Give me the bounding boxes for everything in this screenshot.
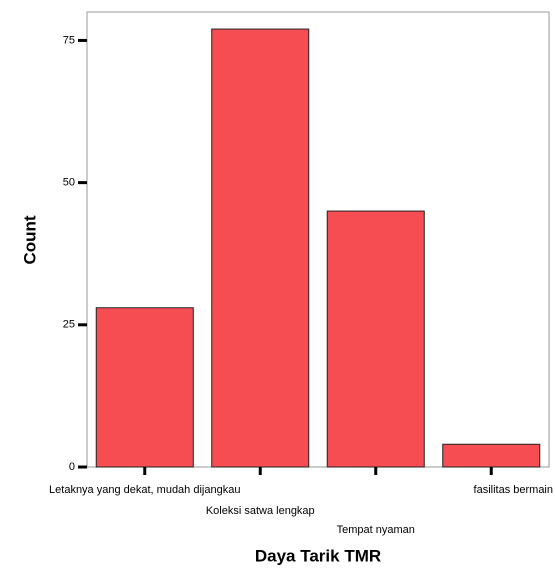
bar: [326, 210, 425, 468]
plot-frame: [86, 11, 550, 468]
bar: [95, 307, 194, 468]
x-tick-label: Letaknya yang dekat, mudah dijangkau: [49, 484, 240, 496]
bar: [211, 28, 310, 468]
y-tick-label: 75: [63, 34, 75, 46]
y-tick-label: 50: [63, 177, 75, 189]
y-tick-label: 25: [63, 319, 75, 331]
y-tick-label: 0: [69, 461, 75, 473]
x-tick-label: Tempat nyaman: [337, 524, 415, 536]
bar: [442, 443, 541, 468]
x-tick-label: fasilitas bermain: [474, 484, 553, 496]
y-axis-title: Count: [20, 215, 39, 264]
x-tick-label: Koleksi satwa lengkap: [206, 505, 315, 517]
x-axis-title: Daya Tarik TMR: [255, 546, 381, 565]
